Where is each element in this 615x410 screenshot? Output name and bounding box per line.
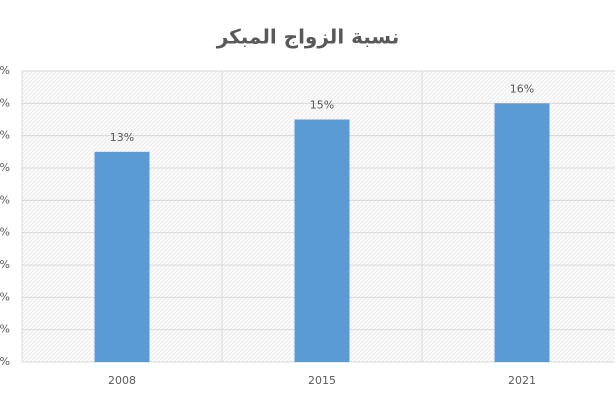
- value-label: 16%: [510, 82, 534, 95]
- y-tick-label: 0%: [0, 355, 10, 368]
- bar: [494, 103, 550, 362]
- x-tick-label: 2008: [108, 374, 136, 387]
- y-tick-label: 8%: [0, 226, 10, 239]
- chart-title: نسبة الزواج المبكر: [216, 25, 400, 49]
- y-tick-label: 12%: [0, 161, 10, 174]
- y-tick-label: 10%: [0, 193, 10, 206]
- y-tick-label: 16%: [0, 96, 10, 109]
- x-tick-label: 2015: [308, 374, 336, 387]
- value-label: 13%: [110, 131, 134, 144]
- y-tick-label: 2%: [0, 323, 10, 336]
- bar: [94, 151, 150, 362]
- y-tick-label: 18%: [0, 64, 10, 77]
- x-tick-label: 2021: [508, 374, 536, 387]
- y-tick-label: 14%: [0, 129, 10, 142]
- value-label: 15%: [310, 99, 334, 112]
- bar: [294, 119, 350, 362]
- y-tick-label: 4%: [0, 290, 10, 303]
- y-tick-label: 6%: [0, 258, 10, 271]
